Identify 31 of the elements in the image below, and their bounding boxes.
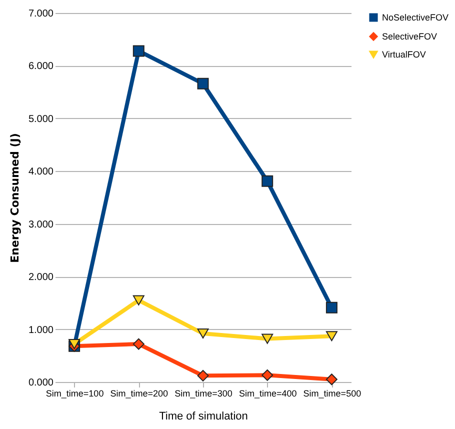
- legend-label: VirtualFOV: [382, 50, 426, 60]
- y-axis-title: Energy Consumed (J): [8, 133, 22, 263]
- point: [197, 78, 209, 90]
- point: [132, 338, 144, 350]
- y-tick-label: 7.000: [28, 8, 54, 20]
- point: [132, 295, 144, 306]
- point: [262, 334, 274, 344]
- legend-label: NoSelectiveFOV: [382, 12, 449, 22]
- y-tick-label: 6.000: [28, 61, 54, 72]
- y-tick-label: 1.000: [28, 324, 54, 336]
- point: [197, 370, 209, 382]
- x-tick-label: Sim_time=100: [46, 388, 104, 398]
- point: [262, 369, 274, 381]
- y-tick-label: 2.000: [28, 272, 54, 284]
- y-tick-label: 4.000: [28, 166, 54, 178]
- point: [326, 331, 338, 342]
- point: [262, 175, 274, 187]
- point: [197, 328, 209, 339]
- x-tick-label: Sim_time=200: [110, 388, 168, 398]
- y-tick-label: 0.000: [28, 378, 54, 388]
- point: [326, 302, 338, 314]
- y-tick-label: 5.000: [28, 114, 54, 125]
- legend-label: SelectiveFOV: [382, 32, 438, 42]
- x-axis-title: Time of simulation: [159, 410, 248, 422]
- x-tick-label: Sim_time=300: [174, 388, 232, 398]
- y-tick-label: 3.000: [28, 219, 54, 230]
- x-tick-label: Sim_time=500: [303, 388, 362, 398]
- point: [68, 339, 80, 350]
- x-tick-label: Sim_time=400: [238, 388, 297, 398]
- point: [132, 45, 144, 57]
- point: [326, 374, 338, 386]
